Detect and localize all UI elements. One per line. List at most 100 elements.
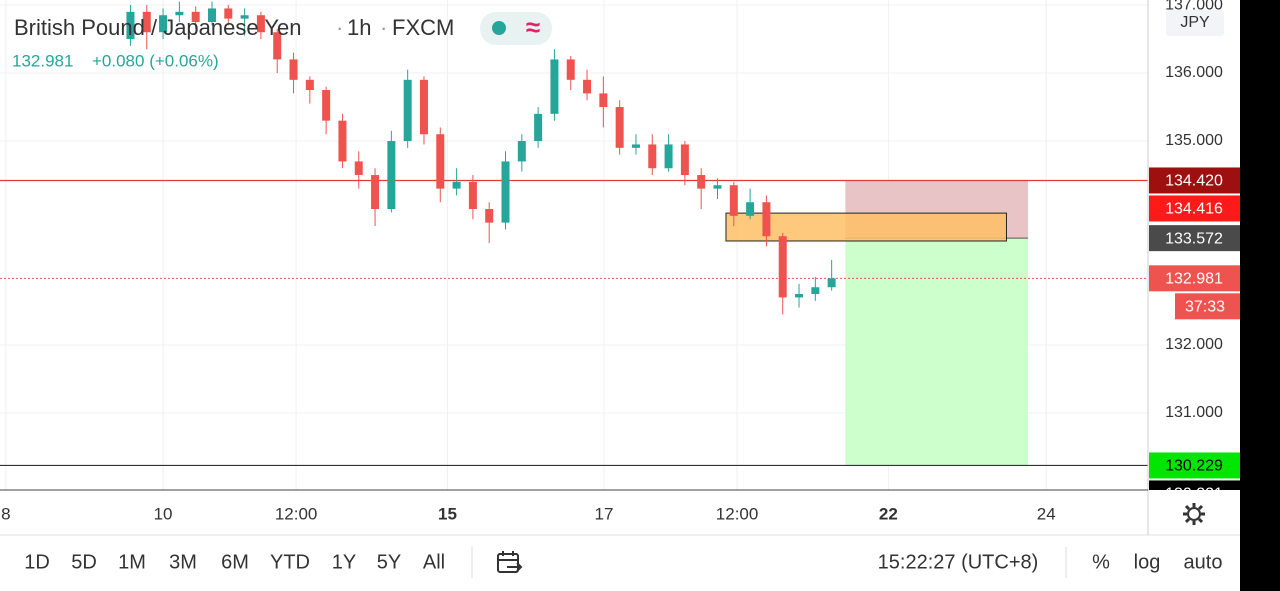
- y-tick-label: 136.000: [1165, 64, 1223, 81]
- countdown-badge: [1175, 293, 1240, 320]
- candle-body: [207, 8, 216, 23]
- candle-body: [126, 11, 135, 40]
- candle-body: [534, 113, 543, 142]
- interval: 1h: [347, 15, 371, 40]
- range-button[interactable]: 5D: [71, 551, 97, 573]
- countdown: 37:33: [1185, 299, 1225, 316]
- candle-body: [159, 15, 168, 33]
- range-bar: 1D 5D 1M 3M 6M YTD 1Y 5Y All: [24, 551, 445, 573]
- candle-body: [224, 8, 233, 19]
- candle-body: [550, 59, 559, 114]
- separator: ·: [336, 15, 343, 40]
- price-badge: [1149, 452, 1240, 479]
- candle-body: [338, 120, 347, 162]
- price-axis: 137.000 136.000 135.000 132.000 131.000 134.4…: [1149, 0, 1240, 503]
- candle-body: [436, 134, 445, 189]
- candle-body: [566, 59, 575, 80]
- x-tick-label: 8: [1, 504, 10, 523]
- price-badge: [1149, 167, 1240, 194]
- range-button[interactable]: 1M: [118, 551, 146, 573]
- candle-body: [371, 175, 380, 210]
- x-tick-label: 24: [1037, 504, 1056, 523]
- candle-body: [762, 202, 771, 237]
- target-zone: [845, 238, 1028, 466]
- candle-body: [485, 209, 494, 223]
- candle-body: [697, 175, 706, 189]
- candle-body: [387, 141, 396, 210]
- x-tick-label: 10: [154, 504, 173, 523]
- range-button[interactable]: 1Y: [332, 551, 356, 573]
- price-badge-label: 134.416: [1165, 201, 1223, 218]
- scale-option[interactable]: %: [1092, 551, 1110, 573]
- grid: [0, 0, 1148, 490]
- scale-option[interactable]: auto: [1184, 551, 1223, 573]
- candle-body: [664, 144, 673, 169]
- x-tick-label: 15: [438, 504, 457, 523]
- candle-body: [811, 287, 820, 295]
- candle-body: [452, 181, 461, 189]
- price-badge-label: 132.981: [1165, 271, 1223, 288]
- candle-body: [240, 15, 249, 19]
- candle-body: [746, 202, 755, 216]
- candle-body: [615, 107, 624, 148]
- range-button[interactable]: 5Y: [377, 551, 401, 573]
- range-button[interactable]: 3M: [169, 551, 197, 573]
- range-button[interactable]: 6M: [221, 551, 249, 573]
- price-badge-label: 134.420: [1165, 173, 1223, 190]
- candle-body: [599, 93, 608, 108]
- y-tick-label: 135.000: [1165, 132, 1223, 149]
- candle-body: [501, 161, 510, 223]
- symbol-title: British Pound / Japanese Yen: [14, 15, 301, 40]
- range-button[interactable]: 1D: [24, 551, 50, 573]
- range-button[interactable]: YTD: [270, 551, 310, 573]
- price-badge-label: 130.221: [1165, 486, 1223, 503]
- candle-body: [142, 11, 151, 33]
- candle-body: [256, 15, 265, 33]
- price-change: +0.080 (+0.06%): [92, 51, 219, 70]
- price-badge-label: 133.572: [1165, 230, 1223, 247]
- candle-body: [713, 185, 722, 189]
- screen-edge: [1240, 0, 1280, 591]
- candle-body: [827, 278, 836, 288]
- status-pill[interactable]: [480, 12, 552, 45]
- y-tick-label: 131.000: [1165, 404, 1223, 421]
- candle-body: [778, 236, 787, 298]
- candle-body: [468, 181, 477, 210]
- separator: ·: [380, 15, 387, 40]
- candle-body: [322, 90, 331, 121]
- candle-body: [403, 79, 412, 142]
- x-tick-label: 12:00: [275, 504, 318, 523]
- last-price: 132.981: [12, 51, 73, 70]
- x-tick-label: 12:00: [716, 504, 759, 523]
- candle-body: [419, 79, 428, 135]
- candle-body: [175, 11, 184, 16]
- candle-body: [680, 144, 689, 176]
- x-tick-label: 22: [879, 504, 898, 523]
- currency-box[interactable]: [1166, 10, 1224, 36]
- settings-icon[interactable]: [1183, 503, 1205, 525]
- price-badge-label: 130.229: [1165, 458, 1223, 475]
- candle-body: [354, 161, 363, 176]
- supply-zone: [725, 212, 1007, 242]
- candle-body: [305, 79, 314, 91]
- price-badge: [1149, 195, 1240, 222]
- time-axis: 8 10 12:00 15 17 12:00 22 24: [1, 504, 1056, 523]
- status-dot: [492, 21, 506, 35]
- candle-body: [795, 294, 804, 298]
- candle-body: [729, 185, 738, 216]
- status-icon: ≈: [526, 12, 540, 42]
- currency: JPY: [1180, 14, 1210, 31]
- candle-body: [273, 32, 282, 60]
- candle-body: [583, 79, 592, 94]
- calendar-icon[interactable]: [497, 551, 523, 573]
- scale-option[interactable]: log: [1134, 551, 1161, 573]
- candle-body: [517, 141, 526, 162]
- range-button[interactable]: All: [423, 551, 445, 573]
- y-tick-label: 132.000: [1165, 336, 1223, 353]
- scale-options: % log auto: [1092, 551, 1222, 573]
- clock: 15:22:27 (UTC+8): [878, 551, 1039, 573]
- price-badge: [1149, 480, 1240, 490]
- candle-body: [631, 144, 640, 148]
